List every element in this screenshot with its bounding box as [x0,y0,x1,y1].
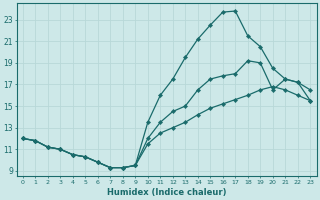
X-axis label: Humidex (Indice chaleur): Humidex (Indice chaleur) [107,188,226,197]
